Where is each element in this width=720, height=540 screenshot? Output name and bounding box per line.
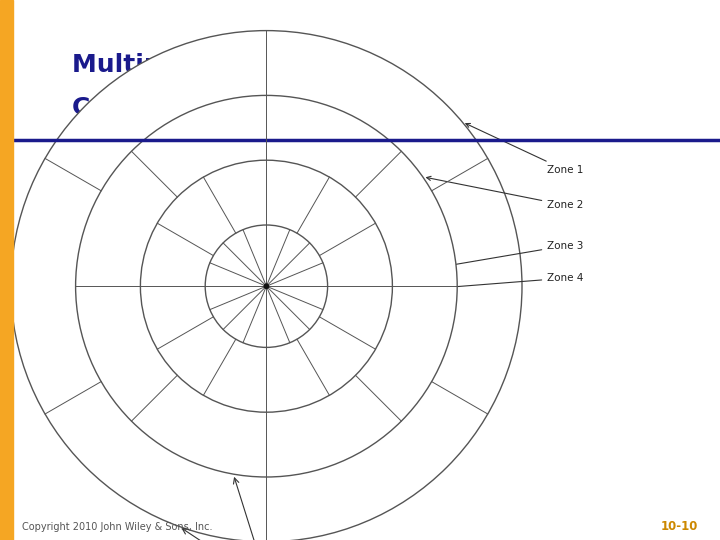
Bar [0,0,13,540]
Text: Zone 4: Zone 4 [330,273,584,298]
Text: Configuration: Configuration [72,96,266,120]
Ellipse shape [264,284,269,289]
Ellipse shape [76,96,457,477]
Ellipse shape [140,160,392,412]
Ellipse shape [11,31,522,540]
Ellipse shape [205,225,328,347]
Text: Copyright 2010 John Wiley & Sons, Inc.: Copyright 2010 John Wiley & Sons, Inc. [22,522,212,531]
Text: Zone 1: Zone 1 [466,124,584,175]
Text: Multiple-Zone Disk: Multiple-Zone Disk [72,53,338,77]
Text: Zone 2: Zone 2 [427,177,584,210]
Text: Zone 3: Zone 3 [396,241,584,276]
Text: 10-10: 10-10 [661,520,698,533]
